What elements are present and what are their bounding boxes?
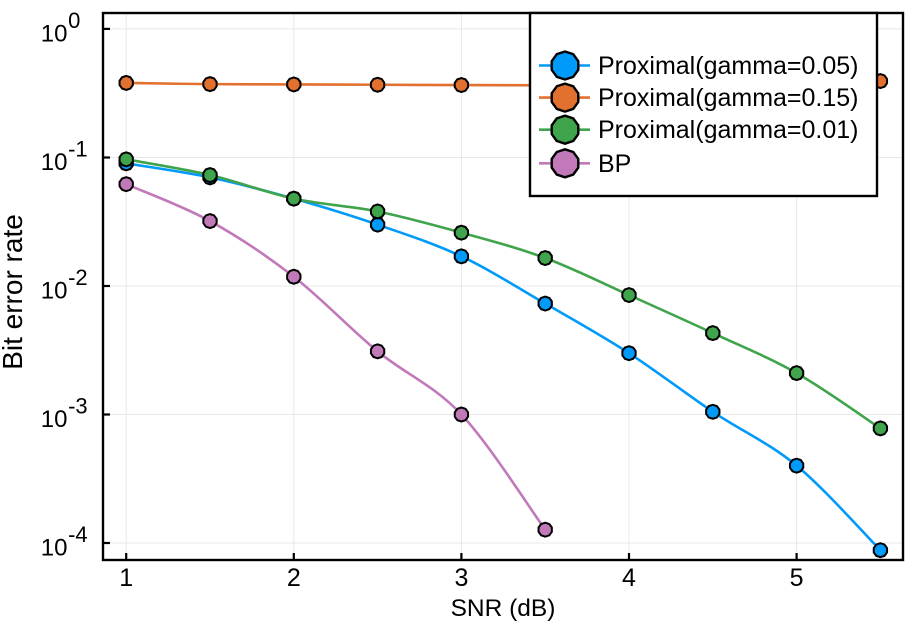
svg-text:5: 5 bbox=[790, 564, 804, 592]
svg-text:10: 10 bbox=[41, 149, 68, 176]
svg-text:2: 2 bbox=[287, 564, 301, 592]
svg-text:-2: -2 bbox=[68, 265, 88, 290]
svg-text:-1: -1 bbox=[68, 137, 88, 162]
svg-text:Proximal(gamma=0.15): Proximal(gamma=0.15) bbox=[598, 84, 859, 112]
svg-text:4: 4 bbox=[622, 564, 636, 592]
svg-text:1: 1 bbox=[119, 564, 133, 592]
svg-text:3: 3 bbox=[454, 564, 468, 592]
svg-text:-3: -3 bbox=[68, 394, 88, 419]
svg-text:Proximal(gamma=0.05): Proximal(gamma=0.05) bbox=[598, 52, 859, 80]
svg-text:10: 10 bbox=[41, 535, 68, 562]
svg-text:-4: -4 bbox=[68, 522, 88, 547]
svg-text:SNR (dB): SNR (dB) bbox=[451, 595, 556, 622]
svg-text:10: 10 bbox=[41, 278, 68, 305]
svg-text:Proximal(gamma=0.01): Proximal(gamma=0.01) bbox=[598, 116, 859, 144]
svg-text:0: 0 bbox=[68, 8, 80, 33]
svg-text:BP: BP bbox=[598, 150, 631, 178]
svg-text:10: 10 bbox=[41, 21, 68, 48]
svg-text:Bit error rate: Bit error rate bbox=[0, 214, 28, 370]
svg-text:10: 10 bbox=[41, 406, 68, 433]
